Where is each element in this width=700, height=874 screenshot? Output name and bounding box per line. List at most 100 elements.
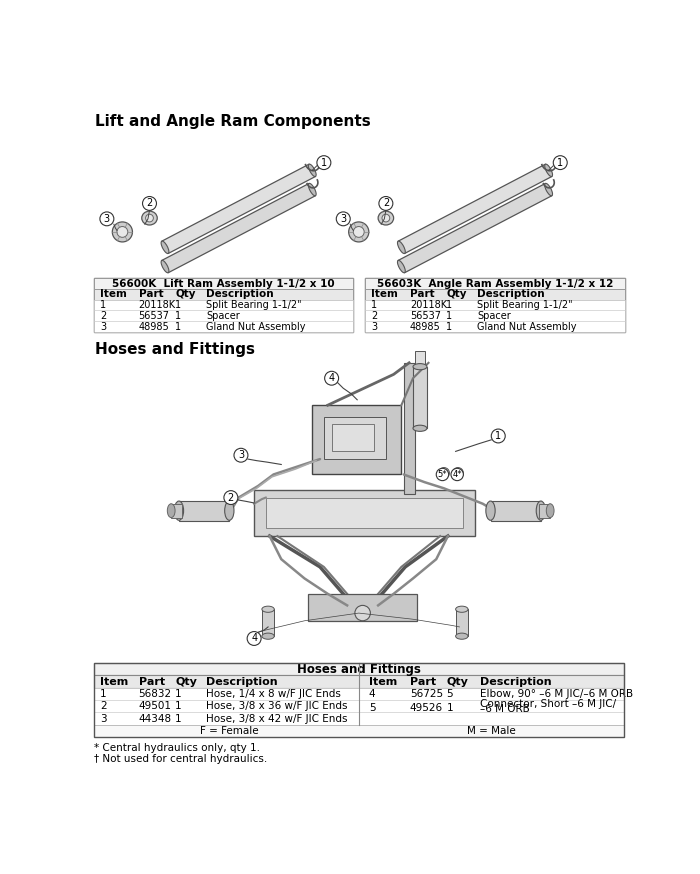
Bar — [94, 310, 354, 322]
Text: Item: Item — [371, 289, 398, 299]
Ellipse shape — [378, 212, 393, 225]
Text: Part: Part — [139, 676, 164, 687]
Ellipse shape — [174, 501, 183, 520]
Polygon shape — [398, 164, 552, 253]
Polygon shape — [162, 164, 316, 253]
Text: 49526: 49526 — [410, 703, 443, 713]
Text: 3: 3 — [100, 322, 106, 331]
Text: 1: 1 — [175, 701, 182, 711]
Text: 1: 1 — [495, 431, 501, 441]
Bar — [491, 502, 541, 521]
Text: † Not used for central hydraulics.: † Not used for central hydraulics. — [94, 754, 267, 764]
Text: 49501: 49501 — [139, 701, 172, 711]
Text: 2: 2 — [228, 493, 234, 503]
Ellipse shape — [382, 214, 390, 222]
Ellipse shape — [308, 164, 316, 177]
Ellipse shape — [398, 241, 405, 253]
Text: Hoses and Fittings: Hoses and Fittings — [95, 342, 256, 357]
Circle shape — [234, 448, 248, 462]
Text: 1: 1 — [447, 300, 452, 310]
Text: Qty: Qty — [447, 289, 467, 299]
Text: Part: Part — [139, 289, 163, 299]
Ellipse shape — [545, 184, 552, 196]
Text: 2: 2 — [371, 311, 377, 321]
Text: 5: 5 — [447, 689, 453, 699]
Bar — [309, 593, 417, 621]
Ellipse shape — [225, 501, 234, 520]
Circle shape — [325, 371, 339, 385]
Bar — [94, 712, 624, 725]
Bar — [179, 502, 230, 521]
Text: 44348: 44348 — [139, 713, 172, 724]
Ellipse shape — [413, 364, 427, 370]
Circle shape — [247, 632, 261, 645]
Text: Qty: Qty — [447, 676, 468, 687]
Circle shape — [100, 212, 114, 225]
Text: 3: 3 — [371, 322, 377, 331]
Text: 48985: 48985 — [139, 322, 169, 331]
Text: 1: 1 — [371, 300, 377, 310]
Ellipse shape — [354, 226, 364, 238]
Text: Gland Nut Assembly: Gland Nut Assembly — [206, 322, 306, 331]
Ellipse shape — [161, 241, 169, 253]
Text: Description: Description — [206, 289, 274, 299]
Bar — [365, 289, 624, 300]
Bar — [413, 367, 427, 428]
Bar — [312, 406, 401, 475]
Circle shape — [336, 212, 350, 225]
Text: 1: 1 — [100, 300, 106, 310]
Ellipse shape — [141, 212, 158, 225]
Bar — [94, 278, 354, 332]
Bar — [94, 289, 354, 300]
Circle shape — [451, 468, 463, 481]
Text: Hoses and Fittings: Hoses and Fittings — [297, 662, 421, 676]
Bar — [365, 322, 624, 332]
Text: Lift and Angle Ram Components: Lift and Angle Ram Components — [95, 114, 371, 129]
Text: 1: 1 — [447, 703, 453, 713]
Bar — [404, 363, 414, 494]
Ellipse shape — [117, 226, 128, 238]
Text: Split Bearing 1-1/2": Split Bearing 1-1/2" — [206, 300, 302, 310]
Bar — [365, 300, 624, 310]
Text: 20118K: 20118K — [410, 300, 447, 310]
Text: 3: 3 — [238, 450, 244, 461]
Bar — [172, 503, 182, 517]
Text: Split Bearing 1-1/2": Split Bearing 1-1/2" — [477, 300, 573, 310]
Text: M = Male: M = Male — [467, 726, 516, 736]
Text: Hose, 3/8 x 42 w/F JIC Ends: Hose, 3/8 x 42 w/F JIC Ends — [206, 713, 348, 724]
Text: 1: 1 — [175, 311, 181, 321]
Text: 56600K  Lift Ram Assembly 1-1/2 x 10: 56600K Lift Ram Assembly 1-1/2 x 10 — [112, 279, 335, 288]
Ellipse shape — [112, 222, 132, 242]
Circle shape — [143, 197, 157, 211]
Bar — [94, 676, 624, 688]
Ellipse shape — [146, 214, 153, 222]
Text: Qty: Qty — [175, 289, 195, 299]
Circle shape — [224, 490, 238, 504]
Bar — [365, 310, 624, 322]
Text: 2: 2 — [100, 311, 106, 321]
Text: Item: Item — [100, 289, 127, 299]
Text: Gland Nut Assembly: Gland Nut Assembly — [477, 322, 577, 331]
Text: 1: 1 — [100, 689, 106, 699]
Bar — [94, 663, 624, 737]
Bar — [415, 351, 425, 368]
Text: 1: 1 — [175, 689, 182, 699]
Text: 56603K  Angle Ram Assembly 1-1/2 x 12: 56603K Angle Ram Assembly 1-1/2 x 12 — [377, 279, 613, 288]
Text: 1: 1 — [447, 311, 452, 321]
Text: Spacer: Spacer — [206, 311, 240, 321]
Bar — [365, 278, 624, 289]
Text: Connector, Short –6 M JIC/: Connector, Short –6 M JIC/ — [480, 699, 616, 710]
Text: 1: 1 — [175, 300, 181, 310]
Text: 1: 1 — [175, 713, 182, 724]
Text: Item: Item — [369, 676, 397, 687]
Polygon shape — [162, 184, 316, 273]
Bar — [94, 725, 624, 737]
Text: –6 M ORB: –6 M ORB — [480, 704, 529, 714]
Text: Description: Description — [477, 289, 545, 299]
Text: 1: 1 — [557, 157, 564, 168]
Text: 56537: 56537 — [410, 311, 441, 321]
Text: 56725: 56725 — [410, 689, 443, 699]
Text: 4*: 4* — [452, 470, 462, 479]
Bar — [262, 609, 274, 636]
Text: 1: 1 — [175, 322, 181, 331]
